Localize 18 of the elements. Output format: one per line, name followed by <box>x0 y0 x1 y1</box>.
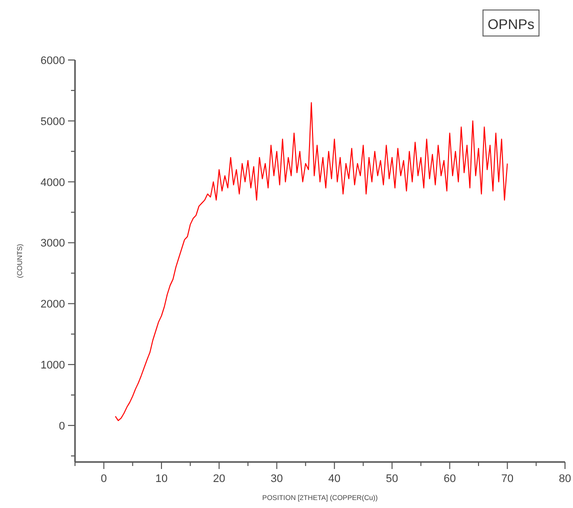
x-tick-label: 30 <box>270 473 283 485</box>
x-tick-label: 50 <box>386 473 398 485</box>
line-series <box>114 102 508 422</box>
x-tick-label: 20 <box>212 473 226 485</box>
y-tick-label: 4000 <box>40 176 65 189</box>
y-tick-label: 0 <box>58 420 65 432</box>
chart-title: OPNPs <box>488 16 534 32</box>
x-tick-label: 70 <box>501 473 514 485</box>
x-tick-label: 80 <box>558 473 572 485</box>
y-tick-label: 6000 <box>40 55 65 67</box>
x-tick-label: 0 <box>100 473 107 485</box>
y-tick-label: 3000 <box>40 238 65 250</box>
x-tick-label: 10 <box>155 473 168 485</box>
y-tick-label: 2000 <box>40 298 65 311</box>
y-tick-label: 1000 <box>40 360 65 372</box>
x-tick-label: 40 <box>328 473 341 485</box>
x-tick-label: 60 <box>444 473 456 485</box>
y-tick-label: 5000 <box>40 116 65 128</box>
